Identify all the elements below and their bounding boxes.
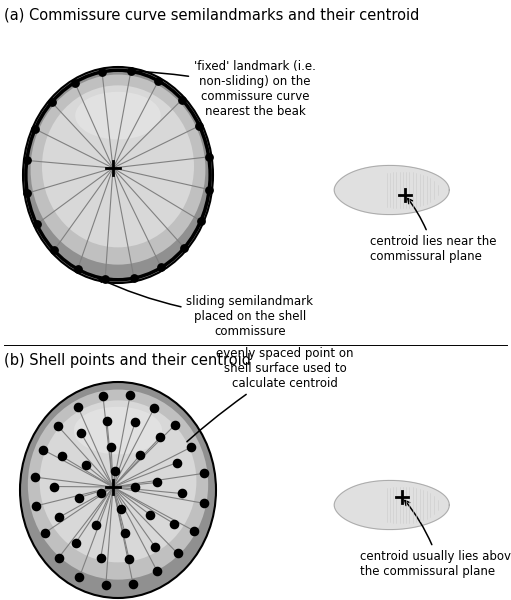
Point bbox=[22, 155, 31, 165]
Point bbox=[156, 433, 164, 442]
Point bbox=[91, 521, 100, 530]
Point bbox=[31, 472, 39, 482]
Ellipse shape bbox=[39, 400, 196, 562]
Point bbox=[153, 566, 161, 575]
Point bbox=[200, 499, 208, 508]
Point bbox=[205, 152, 213, 161]
Point bbox=[131, 418, 140, 427]
Point bbox=[125, 554, 133, 564]
Point bbox=[33, 220, 41, 229]
Point bbox=[107, 443, 115, 452]
Text: 'fixed' landmark (i.e.
non-sliding) on the
commissure curve
nearest the beak: 'fixed' landmark (i.e. non-sliding) on t… bbox=[130, 60, 316, 118]
Point bbox=[157, 263, 166, 272]
Ellipse shape bbox=[28, 389, 208, 580]
Ellipse shape bbox=[31, 74, 205, 265]
Point bbox=[103, 416, 111, 425]
Point bbox=[171, 420, 179, 430]
Text: (a) Commissure curve semilandmarks and their centroid: (a) Commissure curve semilandmarks and t… bbox=[4, 8, 420, 23]
Text: (b) Shell points and their centroid: (b) Shell points and their centroid bbox=[4, 353, 251, 368]
Text: centroid: centroid bbox=[123, 180, 174, 193]
Point bbox=[173, 458, 181, 467]
Point bbox=[99, 391, 107, 401]
Point bbox=[129, 579, 137, 589]
Point bbox=[180, 243, 189, 253]
Point bbox=[77, 428, 85, 438]
Point bbox=[50, 482, 58, 491]
Point bbox=[58, 452, 66, 461]
Point bbox=[111, 466, 119, 476]
Polygon shape bbox=[334, 166, 449, 215]
Point bbox=[101, 274, 109, 284]
Point bbox=[154, 76, 162, 86]
Point bbox=[55, 553, 63, 563]
Point bbox=[187, 443, 195, 452]
Point bbox=[71, 78, 79, 88]
Point bbox=[55, 512, 63, 522]
Ellipse shape bbox=[74, 407, 162, 454]
Point bbox=[200, 469, 208, 478]
Point bbox=[98, 67, 106, 77]
Point bbox=[48, 97, 56, 107]
Point bbox=[205, 185, 213, 194]
Point bbox=[177, 488, 185, 498]
Point bbox=[97, 488, 105, 498]
Point bbox=[75, 493, 83, 502]
Point bbox=[32, 501, 40, 511]
Point bbox=[74, 265, 82, 274]
Point bbox=[151, 542, 159, 552]
Point bbox=[23, 188, 31, 198]
Polygon shape bbox=[334, 481, 449, 530]
Point bbox=[178, 95, 186, 104]
Point bbox=[131, 482, 140, 491]
Point bbox=[40, 528, 49, 538]
Ellipse shape bbox=[75, 92, 161, 139]
Point bbox=[72, 538, 80, 547]
Text: centroid usually lies above
the commissural plane: centroid usually lies above the commissu… bbox=[360, 500, 511, 578]
Ellipse shape bbox=[20, 382, 216, 598]
Point bbox=[170, 519, 178, 529]
Point bbox=[127, 67, 135, 76]
Text: centroid lies near the
commissural plane: centroid lies near the commissural plane bbox=[370, 199, 497, 263]
Point bbox=[75, 572, 83, 582]
Point bbox=[150, 403, 158, 413]
Point bbox=[54, 422, 62, 431]
Point bbox=[146, 510, 154, 520]
Point bbox=[97, 553, 105, 562]
Point bbox=[39, 445, 48, 455]
Point bbox=[195, 121, 203, 131]
Point bbox=[82, 460, 90, 470]
Point bbox=[74, 403, 82, 412]
Point bbox=[50, 245, 58, 255]
Point bbox=[126, 390, 134, 400]
Point bbox=[152, 478, 160, 487]
Point bbox=[173, 548, 181, 558]
Text: sliding semilandmark
placed on the shell
commissure: sliding semilandmark placed on the shell… bbox=[98, 278, 314, 338]
Point bbox=[197, 216, 205, 226]
Point bbox=[31, 124, 39, 134]
Point bbox=[117, 505, 125, 514]
Text: evenly spaced point on
shell surface used to
calculate centroid: evenly spaced point on shell surface use… bbox=[174, 347, 354, 454]
Ellipse shape bbox=[23, 67, 213, 283]
Point bbox=[190, 526, 198, 536]
Point bbox=[102, 581, 110, 590]
Point bbox=[136, 450, 145, 460]
Point bbox=[130, 274, 138, 283]
Ellipse shape bbox=[42, 85, 194, 247]
Point bbox=[121, 528, 129, 538]
